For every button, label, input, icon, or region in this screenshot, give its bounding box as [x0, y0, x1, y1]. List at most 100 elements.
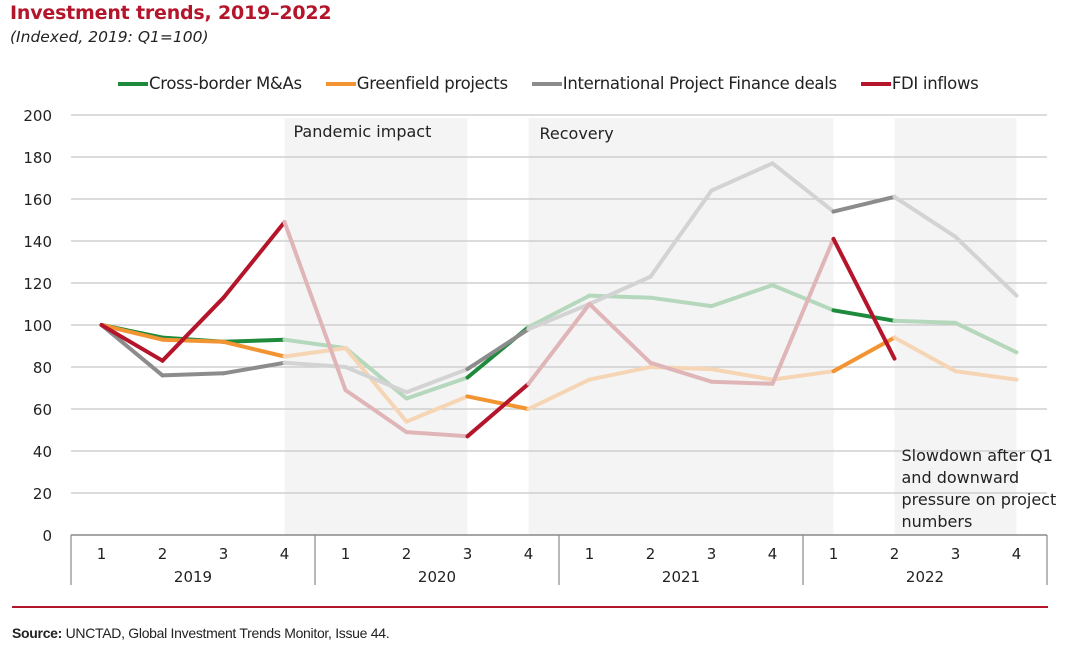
- legend-label: Cross-border M&As: [149, 74, 302, 93]
- series-segment: [770, 161, 836, 214]
- shaded-period-2: [894, 118, 1017, 535]
- series-segment: [526, 302, 592, 332]
- series-segment: [587, 274, 653, 306]
- series-segment: [465, 327, 531, 372]
- x-tick-label: 2: [890, 545, 900, 563]
- series-segment: [526, 377, 592, 411]
- annotation-slowdown: and downward: [902, 468, 1020, 487]
- series-segment: [343, 388, 409, 435]
- series-segment: [404, 394, 470, 424]
- series-segment: [221, 339, 287, 359]
- series-segment: [221, 337, 287, 344]
- x-tick-label: 4: [768, 545, 778, 563]
- series-segment: [587, 365, 653, 382]
- y-tick-label: 0: [42, 527, 52, 545]
- y-tick-label: 200: [23, 107, 52, 125]
- annotation-slowdown: pressure on project: [902, 490, 1057, 509]
- series-segment: [99, 323, 165, 342]
- x-tick-label: 3: [463, 545, 473, 563]
- series-segment: [709, 283, 775, 309]
- source-divider: [12, 606, 1048, 608]
- series-segment: [99, 323, 165, 363]
- x-year-label: 2020: [418, 568, 456, 586]
- series-segment: [282, 346, 348, 359]
- legend-label: FDI inflows: [891, 74, 979, 93]
- series-segment: [648, 360, 714, 384]
- x-tick-label: 3: [219, 545, 229, 563]
- legend-swatch: [325, 81, 356, 86]
- series-segment: [526, 302, 592, 386]
- x-tick-label: 4: [280, 545, 290, 563]
- annotation-recovery: Recovery: [540, 124, 614, 143]
- series-segment: [282, 220, 348, 393]
- series-segment: [160, 371, 226, 378]
- y-tick-label: 180: [23, 149, 52, 167]
- series-segment: [953, 320, 1019, 355]
- shaded-period-1: [528, 118, 834, 535]
- series-segment: [404, 430, 470, 439]
- line-chart: 0 20 40 60 80 100 120 140 160 180 200 Pandemic impa…: [23, 107, 1057, 586]
- series-segment: [648, 295, 714, 309]
- x-tick-label: 1: [97, 545, 107, 563]
- series-segment: [892, 335, 958, 374]
- x-tick-label: 1: [341, 545, 351, 563]
- series-segment: [587, 293, 653, 300]
- series-segment: [343, 346, 409, 424]
- series-segment: [709, 367, 775, 382]
- series-segment: [282, 337, 348, 351]
- series-segment: [221, 220, 287, 300]
- annotation-slowdown: numbers: [902, 512, 973, 531]
- legend-item-fdi-inflows: FDI inflows: [860, 74, 979, 93]
- series-segment: [831, 308, 897, 323]
- series-segment: [160, 295, 226, 363]
- series-segment: [526, 293, 592, 330]
- x-tick-label: 2: [158, 545, 168, 563]
- legend-swatch: [531, 81, 562, 86]
- series-segment: [465, 394, 531, 411]
- series-segment: [953, 369, 1019, 382]
- chart-title: Investment trends, 2019–2022: [10, 2, 332, 24]
- y-tick-label: 140: [23, 233, 52, 251]
- x-tick-label: 3: [707, 545, 717, 563]
- series-segment: [587, 302, 653, 365]
- series-1: [99, 323, 1019, 424]
- series-segment: [404, 367, 470, 395]
- series-segment: [892, 194, 958, 239]
- shaded-period-0: [284, 118, 468, 535]
- x-tick-label: 2: [646, 545, 656, 563]
- y-tick-label: 80: [33, 359, 52, 377]
- y-grid: 0 20 40 60 80 100 120 140 160 180 200: [23, 107, 1047, 545]
- legend-label: International Project Finance deals: [562, 74, 837, 93]
- x-tick-label: 3: [951, 545, 961, 563]
- legend-swatch: [118, 81, 148, 86]
- series-segment: [343, 365, 409, 395]
- x-tick-label: 1: [585, 545, 595, 563]
- series-segment: [770, 236, 836, 386]
- series-segment: [831, 335, 897, 374]
- series-2: [99, 161, 1019, 395]
- series-segment: [953, 234, 1019, 298]
- shaded-periods: [284, 118, 1017, 535]
- series-segment: [221, 360, 287, 376]
- source-text: UNCTAD, Global Investment Trends Monitor…: [62, 625, 390, 641]
- chart-subtitle: (Indexed, 2019: Q1=100): [10, 28, 209, 46]
- series-segment: [648, 188, 714, 279]
- x-tick-label: 4: [1012, 545, 1022, 563]
- annotations: Pandemic impact Recovery Slowdown after Q1…: [294, 122, 1057, 531]
- x-tick-label: 4: [524, 545, 534, 563]
- y-tick-label: 40: [33, 443, 52, 461]
- series-segment: [709, 379, 775, 386]
- series-segment: [404, 375, 470, 401]
- x-year-label: 2022: [906, 568, 944, 586]
- source-note: Source: UNCTAD, Global Investment Trends…: [12, 625, 390, 641]
- x-tick-label: 2: [402, 545, 412, 563]
- series-segment: [99, 323, 165, 378]
- source-label: Source:: [12, 625, 63, 641]
- legend: Cross-border M&As Greenfield projects In…: [118, 74, 979, 93]
- y-tick-label: 100: [23, 317, 52, 335]
- x-tick-label: 1: [829, 545, 839, 563]
- legend-item-project-finance: International Project Finance deals: [531, 74, 837, 93]
- y-tick-label: 120: [23, 275, 52, 293]
- y-tick-label: 20: [33, 485, 52, 503]
- series-segment: [831, 194, 897, 214]
